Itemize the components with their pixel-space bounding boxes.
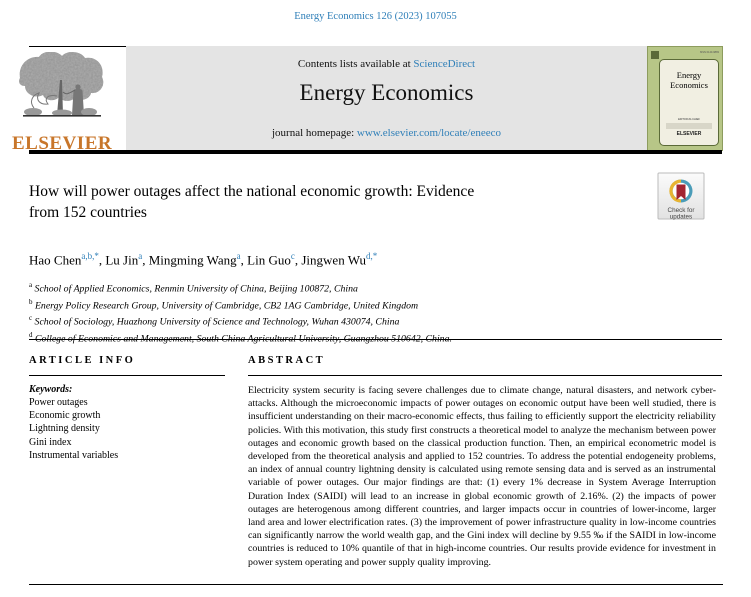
svg-text:updates: updates	[670, 214, 692, 221]
